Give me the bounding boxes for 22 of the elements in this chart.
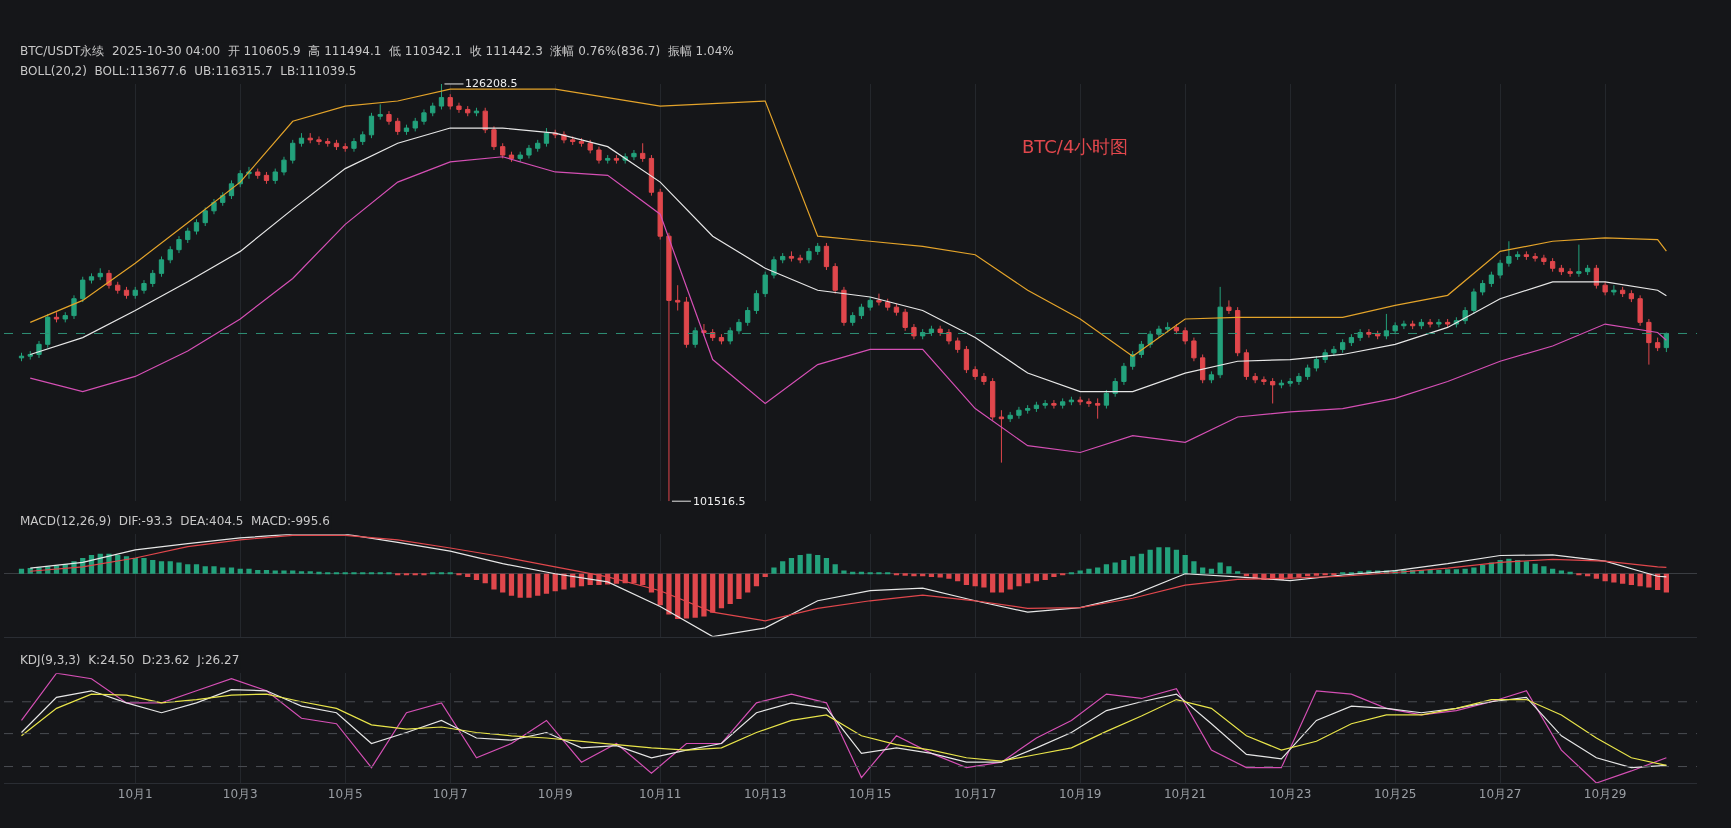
x-tick-label: 10月19	[1058, 787, 1102, 802]
x-tick-label: 10月9	[537, 787, 573, 802]
x-tick-label: 10月11	[638, 787, 682, 802]
x-tick-label: 10月7	[432, 787, 468, 802]
x-tick-label: 10月1	[117, 787, 153, 802]
x-tick-label: 10月3	[222, 787, 258, 802]
text: BTC/USDT永续 2025-10-30 04:00 开 110605.9 高 111494.1 低 110342.1 收 111442.3 涨幅 0.76%(836.7) 振幅 1.04%	[20, 44, 734, 58]
text: MACD(12,26,9) DIF:-93.3 DEA:404.5 MACD:-995.6	[20, 514, 330, 528]
x-tick-label: 10月13	[743, 787, 787, 802]
x-tick-label: 10月17	[953, 787, 997, 802]
text: BTC/4小时图	[1022, 136, 1129, 157]
x-tick-label: 10月5	[327, 787, 363, 802]
text: BOLL(20,2) BOLL:113677.6 UB:116315.7 LB:111039.5	[20, 64, 357, 78]
x-tick-label: 10月23	[1268, 787, 1312, 802]
annotation: 126208.5	[465, 77, 518, 90]
x-tick-label: 10月21	[1163, 787, 1207, 802]
x-tick-label: 10月25	[1373, 787, 1417, 802]
x-tick-label: 10月15	[848, 787, 892, 802]
annotation: 101516.5	[693, 495, 746, 508]
text: KDJ(9,3,3) K:24.50 D:23.62 J:26.27	[20, 653, 240, 667]
x-tick-label: 10月29	[1583, 787, 1627, 802]
x-tick-label: 10月27	[1478, 787, 1522, 802]
